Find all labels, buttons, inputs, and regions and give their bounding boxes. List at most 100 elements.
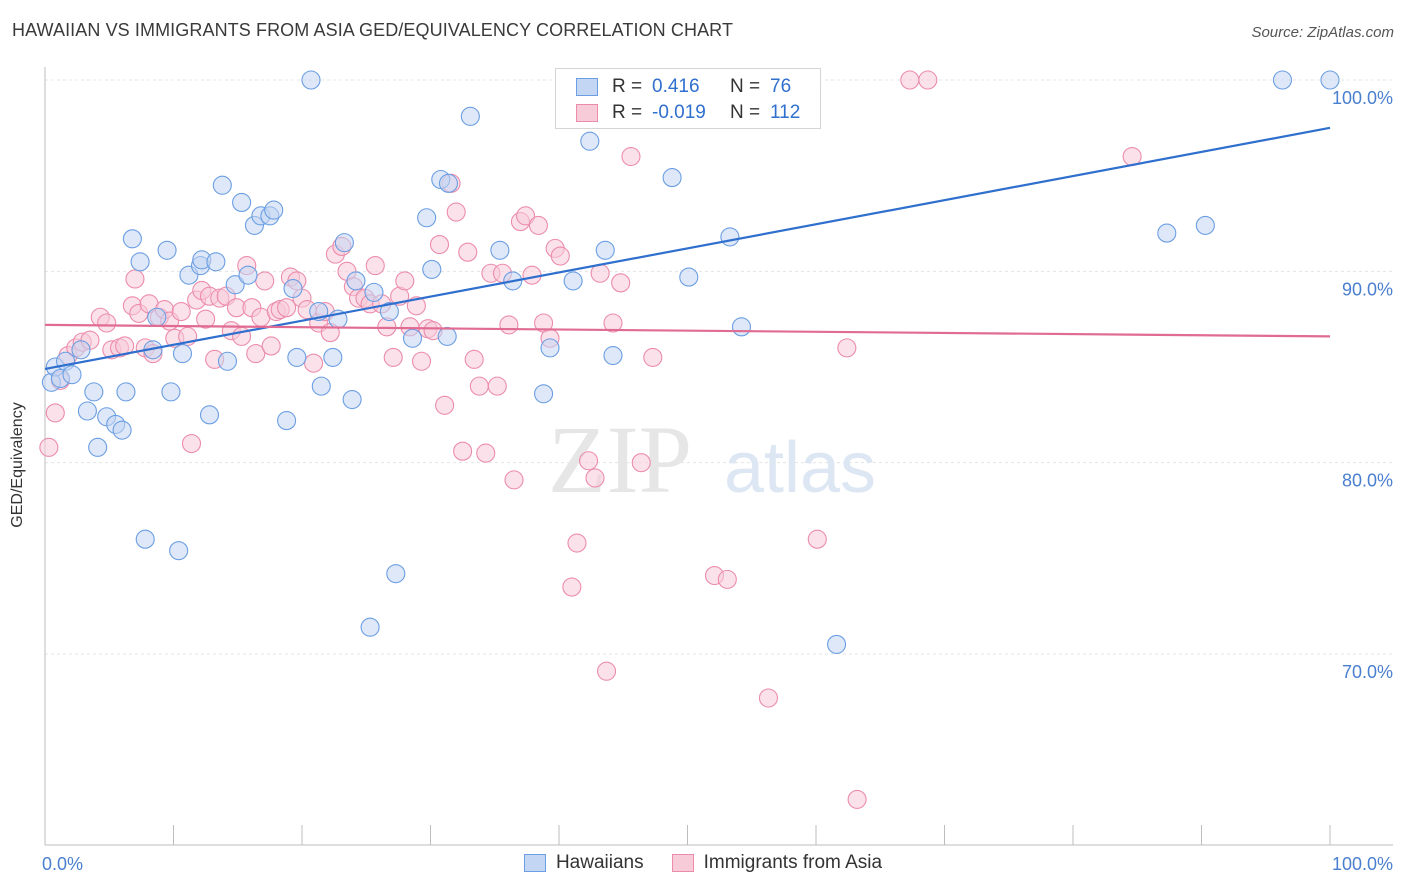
legend-label-hawaiians: Hawaiians [555,852,644,873]
source-label: Source: ZipAtlas.com [1251,24,1394,41]
immigrants-point [255,271,275,291]
hawaiians-point [217,351,238,371]
y-tick-label: 90.0% [1342,279,1393,299]
hawaiians-point [1157,223,1177,243]
hawaiians-point [662,168,682,188]
hawaiians-point [232,192,252,213]
hawaiians-point [346,271,366,291]
immigrants-point [277,298,297,318]
hawaiians-point [169,541,189,561]
hawaiians-point [402,328,423,348]
hawaiians-point [364,282,384,302]
hawaiians-point [720,227,740,247]
hawaiians-point [199,405,220,425]
immigrants-point [446,202,466,222]
hawaiians-point [827,634,847,654]
immigrants-point [528,215,548,235]
y-tick-label: 80.0% [1342,471,1393,491]
immigrants-point [499,315,519,335]
hawaiians-point [147,307,167,327]
immigrants-point [516,206,536,226]
immigrants-point [171,301,191,322]
immigrants-swatch-icon [576,104,598,122]
hawaiians-point [379,301,399,322]
immigrants-point [429,234,450,255]
hawaiians-point [84,382,104,402]
legend-item-hawaiians[interactable]: Hawaiians [523,852,644,874]
hawaiians-point [287,347,307,367]
immigrants-point [900,70,920,90]
hawaiians-point [603,345,623,366]
immigrants-point [196,309,216,329]
hawaiians-point [731,317,752,337]
hawaiians-point [437,326,457,346]
immigrants-point [365,256,385,276]
hawaiians-point [172,344,193,364]
immigrants-point [717,569,737,589]
immigrants-point [97,313,117,333]
immigrants-point [611,273,631,293]
hawaiians-point [130,252,150,272]
hawaiians-point [301,70,321,90]
immigrants-point [246,344,266,364]
hawaiians-point [342,389,362,410]
hawaiians-point [417,208,437,228]
immigrants-point [596,661,617,681]
hawaiians-point [1320,70,1340,90]
immigrants-point [758,688,779,708]
hawaiians-point [161,382,181,402]
series-hawaiians [41,70,1340,654]
hawaiians-point [534,384,554,404]
hawaiians-point [135,529,155,549]
immigrants-point [807,529,827,549]
immigrants-point [522,265,542,285]
immigrants-point [395,271,415,291]
immigrants-point [383,347,403,367]
immigrants-point [562,577,582,597]
hawaiians-point [283,279,303,299]
immigrants-point [304,353,324,373]
hawaiians-point [540,338,560,358]
hawaiians-point [277,411,297,431]
hawaiians-point [595,240,615,260]
hawaiians-point [71,340,91,360]
immigrants-legend-swatch-icon [671,854,694,872]
hawaiians-point [460,106,480,126]
hawaiians-point [212,175,232,195]
immigrants-point [261,336,281,356]
hawaiians-point [490,240,510,260]
hawaiians-legend-swatch-icon [523,854,546,872]
tick-labels: 100.0% 90.0% 80.0% 70.0% 0.0% 100.0% [42,88,1393,874]
hawaiians-point [112,420,132,440]
r-value: -0.019 [652,102,706,123]
n-value: 76 [770,76,792,97]
hawaiians-point [1272,70,1293,90]
y-tick-label: 100.0% [1332,88,1393,108]
hawaiians-point [1195,215,1215,235]
hawaiians-point [386,564,406,584]
stats-row-immigrants: R = -0.019 N = 112 [576,101,800,125]
hawaiians-point [422,259,442,279]
immigrants-point [847,789,867,809]
hawaiians-point [334,233,354,253]
immigrants-point [125,269,145,289]
hawaiians-point [679,267,699,287]
stats-box: R = 0.416 N = 76 R = -0.019 N = 112 [555,68,821,129]
immigrants-point [181,433,202,454]
stats-row-hawaiians: R = 0.416 N = 76 [576,75,791,99]
legend-item-immigrants[interactable]: Immigrants from Asia [671,852,882,874]
hawaiians-point [238,265,258,285]
immigrants-point [837,338,857,358]
hawaiians-point [264,200,284,220]
chart-legend: Hawaiians Immigrants from Asia [0,852,1406,874]
hawaiians-point [311,376,331,396]
hawaiians-point [438,173,459,193]
r-label: R = [612,76,643,97]
immigrants-point [476,443,496,463]
immigrants-point [567,533,587,553]
hawaiians-trend-line [44,126,1331,370]
immigrants-point [469,376,489,396]
immigrants-trend-line [44,323,1331,338]
immigrants-point [621,146,641,167]
